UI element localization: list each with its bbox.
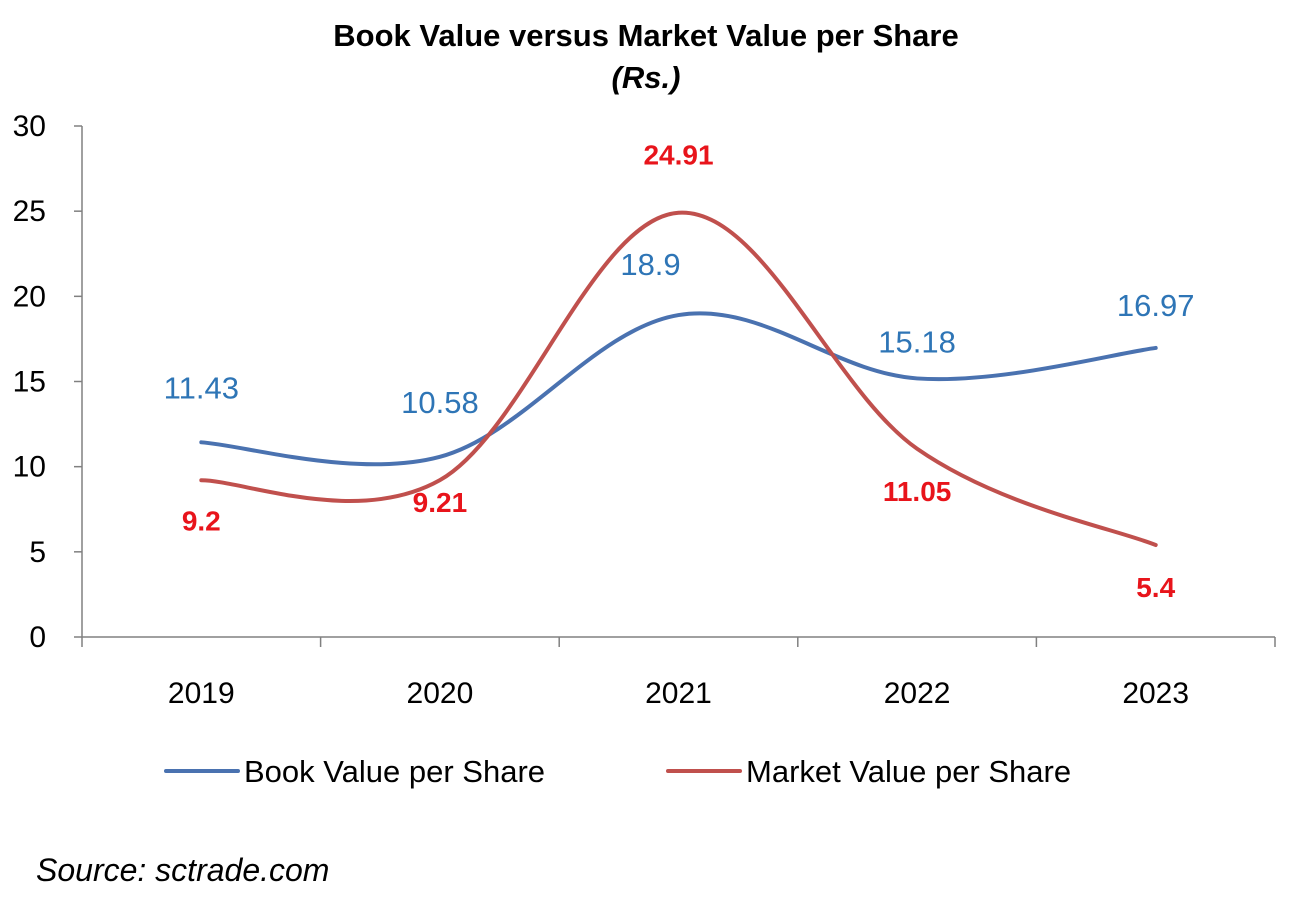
y-tick-label: 30 (13, 110, 46, 143)
y-tick-label: 25 (13, 195, 46, 228)
source-note: Source: sctrade.com (36, 852, 330, 888)
legend-label: Market Value per Share (746, 754, 1071, 789)
data-label: 16.97 (1117, 288, 1195, 323)
data-point (1155, 544, 1157, 546)
y-tick-label: 5 (29, 536, 46, 569)
data-point (439, 479, 441, 481)
data-point (916, 377, 918, 379)
data-label: 18.9 (620, 247, 680, 282)
y-tick-label: 0 (29, 621, 46, 654)
data-point (678, 314, 679, 316)
legend-label: Book Value per Share (244, 754, 545, 789)
chart-title: Book Value versus Market Value per Share (333, 18, 959, 53)
data-label: 15.18 (878, 324, 956, 359)
data-point (439, 456, 441, 458)
data-label: 5.4 (1136, 572, 1175, 603)
data-point (1155, 347, 1157, 349)
series-line-book-value (199, 311, 1158, 467)
x-tick-label: 2021 (645, 677, 712, 710)
data-label: 11.05 (883, 476, 952, 507)
x-tick-label: 2023 (1122, 677, 1189, 710)
y-tick-label: 10 (13, 451, 46, 484)
data-point (916, 448, 918, 450)
data-label: 10.58 (401, 385, 479, 420)
data-label: 9.2 (182, 505, 221, 536)
data-label: 9.21 (413, 487, 468, 518)
chart-subtitle: (Rs.) (611, 60, 681, 95)
y-tick-label: 20 (13, 280, 46, 313)
data-point (200, 441, 202, 443)
x-tick-label: 2022 (884, 677, 951, 710)
data-label: 11.43 (164, 370, 239, 405)
data-label: 24.91 (643, 140, 713, 171)
data-point (200, 479, 202, 481)
x-tick-label: 2019 (168, 677, 235, 710)
y-tick-label: 15 (13, 366, 46, 399)
data-point (678, 212, 679, 214)
x-tick-label: 2020 (407, 677, 474, 710)
